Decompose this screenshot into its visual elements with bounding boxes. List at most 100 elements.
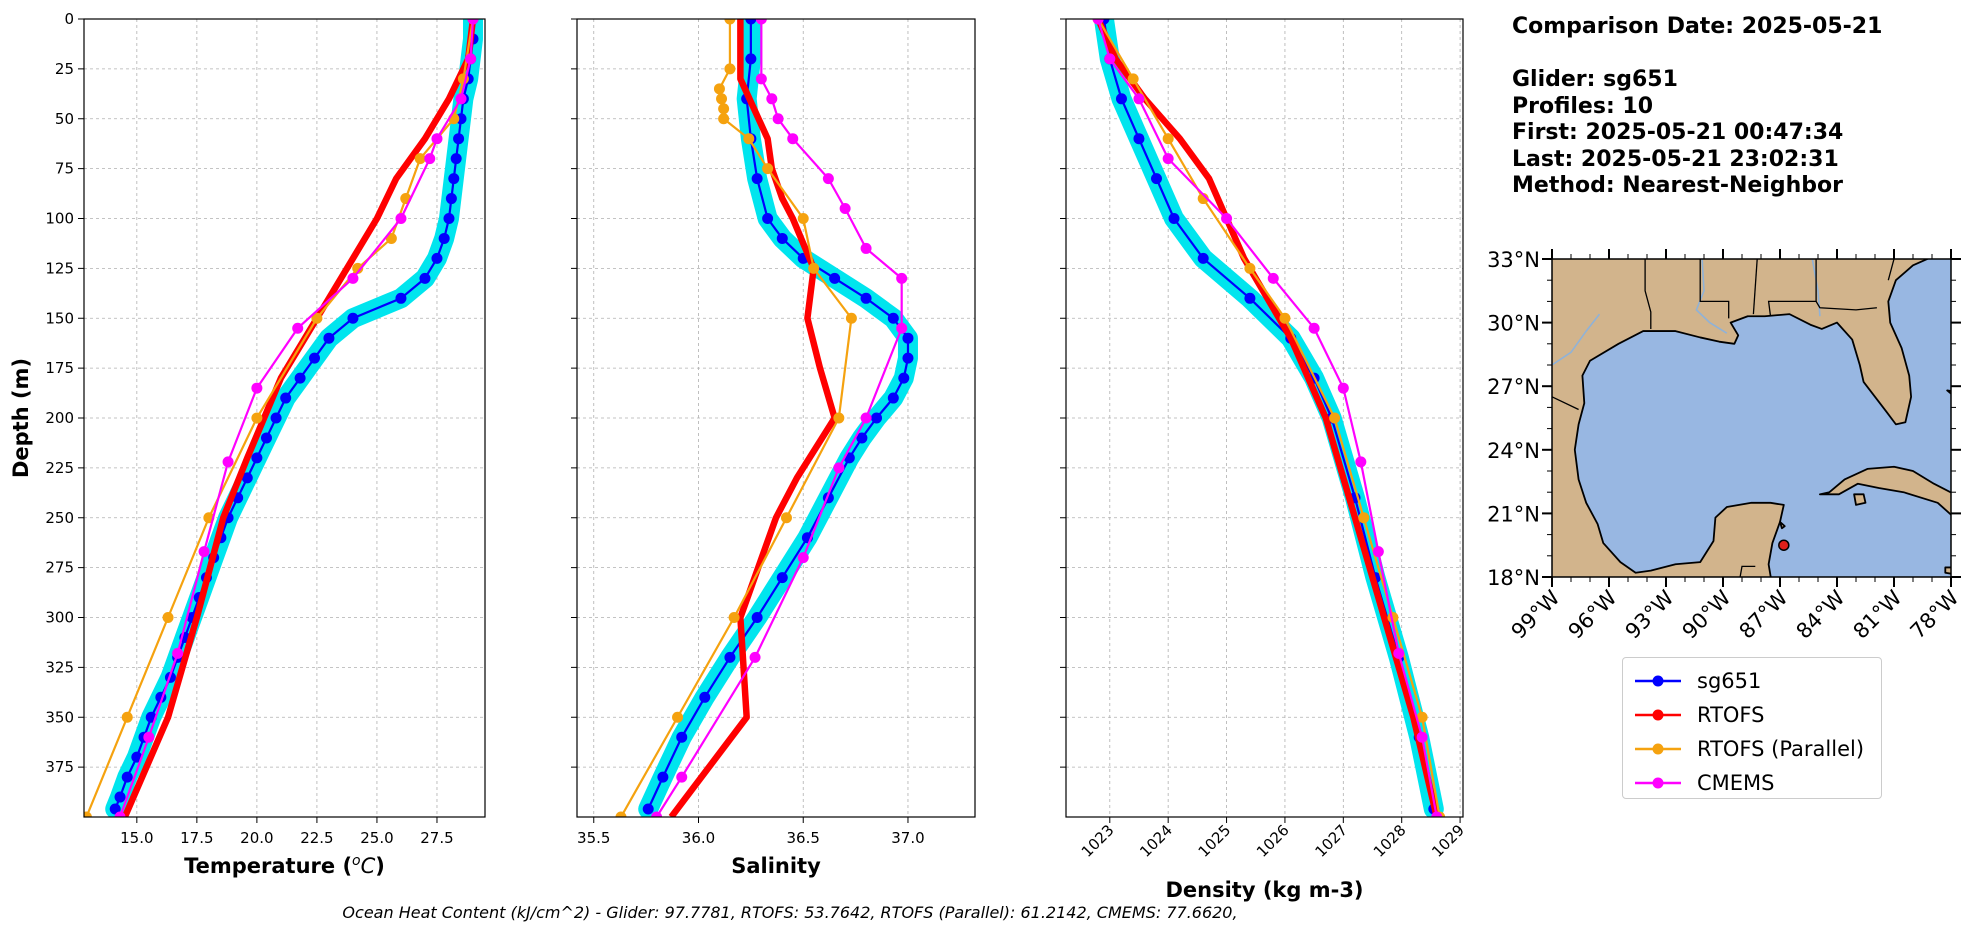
data-point-sg651	[887, 392, 899, 404]
series-line-cmems	[118, 19, 475, 817]
lat-tick-label: 24°N	[1487, 439, 1540, 463]
y-tick-label: 125	[45, 259, 74, 277]
x-tick-label: 1024	[1136, 821, 1176, 861]
lon-tick-label: 90°W	[1678, 585, 1736, 643]
data-point-sg651	[676, 731, 688, 743]
data-point-rtofs-parallel	[162, 612, 174, 623]
data-point-sg651	[871, 412, 883, 424]
map-frame	[1551, 258, 1952, 578]
data-point-rtofs-parallel	[615, 811, 627, 817]
data-point-rtofs-parallel	[780, 512, 792, 524]
legend-swatch-glider	[1635, 675, 1681, 687]
cozumel-island	[1779, 520, 1786, 530]
x-tick-label: 1025	[1195, 821, 1235, 861]
data-point-cmems	[431, 133, 443, 145]
y-tick-label: 300	[45, 609, 74, 627]
profile-panels: 0 25 50 75 100 125 150 175 200 225 250 275 300 325 350…	[9, 10, 1468, 902]
data-point-sg651	[395, 292, 407, 304]
data-point-rtofs-parallel	[1197, 193, 1209, 205]
data-point-cmems	[347, 272, 359, 284]
data-point-sg651	[1244, 292, 1256, 304]
lon-tick-label: 99°W	[1507, 585, 1565, 643]
data-point-cmems	[797, 552, 809, 564]
data-point-rtofs-parallel	[352, 262, 364, 274]
data-point-sg651	[241, 472, 253, 484]
data-point-sg651	[448, 173, 460, 185]
data-point-cmems	[896, 272, 908, 284]
data-point-cmems	[822, 173, 834, 185]
data-point-sg651	[445, 193, 457, 205]
data-point-sg651	[751, 612, 763, 623]
data-point-cmems	[1355, 456, 1367, 468]
data-point-sg651	[443, 213, 455, 224]
plot-area	[84, 19, 483, 817]
data-point-cmems	[676, 771, 688, 783]
profile-panel-2: 1023 1024 1025 1026 1027 1028 1029 Density (kg …	[1060, 18, 1468, 902]
y-tick-label: 150	[45, 309, 74, 327]
legend-item-rtofs-parallel: RTOFS (Parallel)	[1633, 732, 1881, 766]
profile-panel-1: 35.5 36.0 36.5 37.0 Salinity	[571, 18, 976, 878]
border-line	[1815, 301, 1877, 311]
data-point-sg651	[856, 432, 868, 444]
y-tick-label: 0	[64, 10, 74, 28]
data-point-rtofs-parallel	[713, 83, 725, 95]
legend-item-rtofs: RTOFS	[1633, 698, 1881, 732]
data-point-cmems	[839, 203, 851, 215]
x-tick-label: 22.5	[300, 829, 333, 847]
jamaica-island	[1944, 566, 1951, 575]
data-point-sg651	[860, 292, 872, 304]
data-point-sg651	[887, 312, 899, 324]
data-point-sg651	[450, 153, 462, 165]
data-point-sg651	[251, 452, 263, 464]
data-point-sg651	[1150, 173, 1162, 185]
legend-label: CMEMS	[1697, 771, 1775, 795]
data-point-sg651	[776, 572, 788, 584]
cuba-island	[1819, 465, 1951, 516]
data-point-rtofs-parallel	[716, 93, 728, 105]
border-line	[1552, 396, 1579, 411]
data-point-cmems	[772, 113, 784, 125]
y-tick-label: 25	[55, 60, 74, 78]
data-point-cmems	[467, 19, 479, 25]
data-point-sg651	[280, 392, 292, 404]
border-line	[1767, 259, 1817, 317]
series-line-cmems	[655, 19, 903, 817]
data-point-rtofs-parallel	[718, 113, 730, 125]
data-point-cmems	[251, 382, 263, 394]
x-tick-label: 36.0	[682, 829, 715, 847]
data-point-cmems	[1162, 153, 1174, 165]
data-point-sg651	[745, 53, 757, 65]
data-point-cmems	[787, 133, 799, 145]
x-tick-label: 36.5	[787, 829, 820, 847]
legend-label: RTOFS	[1697, 703, 1765, 727]
data-point-rtofs-parallel	[121, 711, 133, 723]
data-point-sg651	[419, 272, 431, 284]
data-point-sg651	[114, 791, 126, 803]
bahamas-islands	[1953, 435, 1961, 450]
data-point-rtofs-parallel	[845, 312, 857, 324]
data-point-sg651	[438, 232, 450, 244]
data-point-cmems	[455, 93, 467, 105]
isla-de-la-juventud	[1853, 493, 1867, 506]
data-point-sg651	[902, 352, 914, 364]
lat-tick-label: 18°N	[1487, 566, 1540, 590]
series-line-rtofs	[1095, 19, 1440, 817]
data-point-sg651	[829, 272, 841, 284]
lon-tick-label: 93°W	[1621, 585, 1679, 643]
bahamas-islands	[1946, 389, 1951, 395]
glider-spread-band	[105, 19, 483, 817]
lon-tick-label: 87°W	[1735, 585, 1793, 643]
glider-name: Glider: sg651	[1512, 67, 1678, 92]
y-tick-label: 50	[55, 110, 74, 128]
border-line	[1887, 259, 1895, 281]
comparison-date: Comparison Date: 2025-05-21	[1512, 14, 1883, 39]
border-line	[1644, 259, 1652, 329]
x-tick-label: 17.5	[180, 829, 213, 847]
profile-count: Profiles: 10	[1512, 93, 1654, 119]
data-point-rtofs-parallel	[743, 133, 755, 145]
data-point-rtofs-parallel	[251, 412, 263, 424]
data-point-sg651	[347, 312, 359, 324]
data-point-cmems	[198, 546, 210, 558]
data-point-cmems	[222, 456, 234, 468]
lon-tick-label: 96°W	[1564, 585, 1622, 643]
